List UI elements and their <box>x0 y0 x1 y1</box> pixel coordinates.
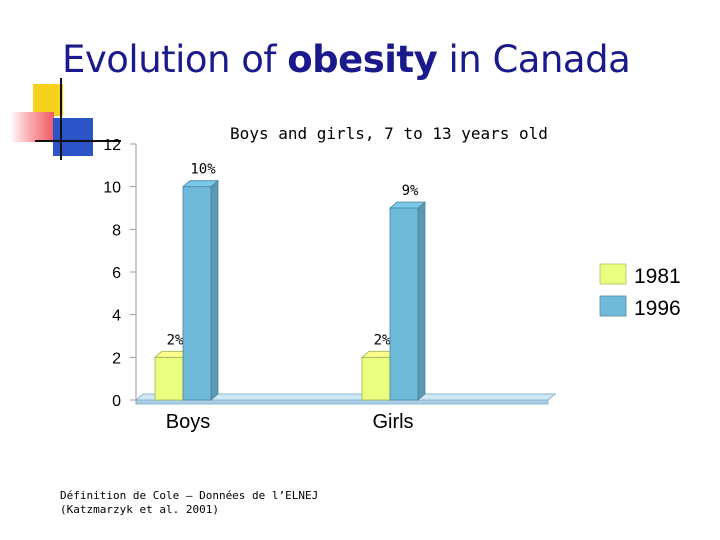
source-footnote: Définition de Cole – Données de l’ELNEJ(… <box>60 489 318 517</box>
legend-label-1981: 1981 <box>634 265 681 288</box>
y-axis-tick-label: 2 <box>112 350 121 367</box>
bar-top-1996-girls <box>388 201 427 209</box>
y-axis-tick-label: 12 <box>103 137 121 154</box>
chart-title: Boys and girls, 7 to 13 years old <box>230 124 548 143</box>
decor-horizontal-line <box>35 140 121 142</box>
bar-1996-boys <box>182 186 212 401</box>
bar-1996-girls <box>389 207 419 401</box>
data-label-1996-girls: 9% <box>402 183 419 199</box>
y-axis-tick-label: 8 <box>112 222 121 239</box>
data-label-1981-girls: 2% <box>374 332 391 348</box>
data-label-1981-boys: 2% <box>167 332 184 348</box>
decor-vertical-line <box>60 78 62 160</box>
x-axis-category-label: Girls <box>372 411 413 433</box>
title-text-start: Evolution of <box>62 38 288 81</box>
decor-blue-square <box>53 118 93 156</box>
title-text-bold: obesity <box>287 38 438 81</box>
bar-side-1996-girls <box>417 201 426 401</box>
bar-1981-girls <box>361 356 391 401</box>
x-axis-category-label: Boys <box>166 411 210 433</box>
footnote-line-1: Définition de Cole – Données de l’ELNEJ <box>60 489 319 502</box>
legend-label-1996: 1996 <box>634 297 681 320</box>
y-axis-tick-label: 10 <box>103 180 121 197</box>
y-axis-tick-label: 0 <box>112 393 121 410</box>
data-label-1996-boys: 10% <box>190 162 216 178</box>
decor-red-gradient <box>10 112 54 142</box>
bar-1981-boys <box>154 356 184 401</box>
title-text-end: in Canada <box>437 38 631 81</box>
decor-yellow-square <box>33 84 63 116</box>
chart-floor-front <box>135 399 549 405</box>
bar-top-1996-boys <box>181 180 220 188</box>
legend-swatch-1996 <box>599 295 627 317</box>
legend-swatch-1981 <box>599 263 627 285</box>
y-axis-tick-label: 6 <box>112 265 121 282</box>
bar-side-1996-boys <box>210 179 219 401</box>
footnote-line-2: (Katzmarzyk et al. 2001) <box>60 503 219 516</box>
y-axis-tick-label: 4 <box>112 308 121 325</box>
slide-title: Evolution of obesity in Canada <box>62 38 631 81</box>
